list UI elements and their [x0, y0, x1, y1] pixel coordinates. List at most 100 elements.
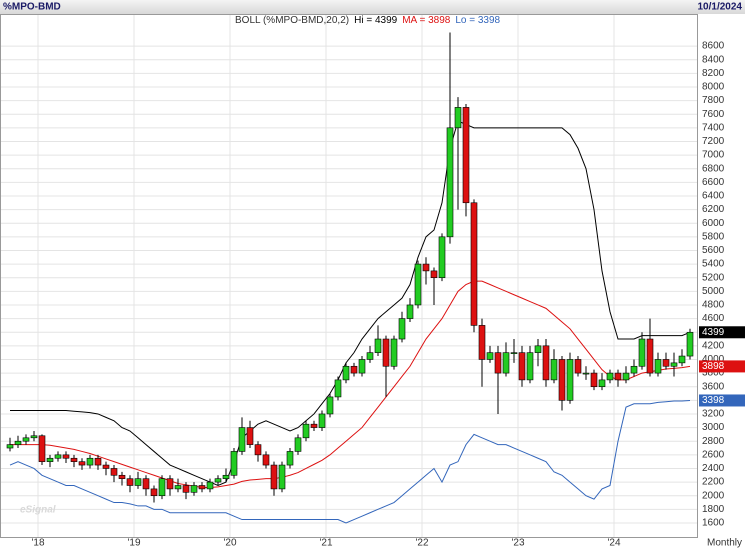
candle-body [598, 379, 606, 388]
y-tick-label: 6800 [702, 163, 725, 174]
candle-body [206, 481, 214, 490]
candle-body [54, 454, 62, 459]
candle-body [518, 352, 526, 381]
candle-body [22, 437, 30, 442]
y-tick-label: 2400 [702, 463, 725, 474]
marks [6, 32, 694, 524]
y-tick-label: 3000 [702, 422, 725, 433]
y-tick-label: 5200 [702, 272, 725, 283]
y-tick-label: 2600 [702, 449, 725, 460]
candle-body [78, 461, 86, 466]
legend-text: MA [402, 15, 417, 26]
candle-body [134, 478, 142, 486]
candle-body [190, 485, 198, 493]
candle-body [334, 379, 342, 398]
y-tick-label: 6600 [702, 177, 725, 188]
candle-body [70, 457, 78, 462]
candle-body [470, 202, 478, 326]
x-tick-label: '20 [223, 538, 236, 549]
candle-body [502, 352, 510, 374]
candle-body [406, 304, 414, 319]
y-tick-label: 8600 [702, 41, 725, 52]
candle-body [110, 468, 118, 476]
candle-body [14, 440, 22, 445]
candle-body [62, 454, 70, 459]
candle-body [286, 451, 294, 466]
candle-body [310, 423, 318, 428]
candle-body [390, 338, 398, 367]
candle-body [526, 352, 534, 381]
y-tick-label: 2200 [702, 477, 725, 488]
candle-body [630, 365, 638, 374]
candle-body [270, 464, 278, 490]
candle-body [654, 359, 662, 374]
y-tick-label: 5600 [702, 245, 725, 256]
legend-text: = [466, 15, 477, 26]
y-tick-label: 7200 [702, 136, 725, 147]
candle-body [558, 359, 566, 401]
x-tick-label: '22 [415, 538, 428, 549]
candle-body [278, 464, 286, 490]
x-tick-label: '23 [511, 538, 524, 549]
candle-body [430, 270, 438, 279]
candle-body [534, 345, 542, 353]
candle-body [550, 359, 558, 381]
candle-body [342, 365, 350, 381]
candle-body [606, 372, 614, 381]
candle-body [6, 444, 14, 449]
y-tick-label: 6000 [702, 218, 725, 229]
candle-body [46, 457, 54, 462]
candle-body [302, 423, 310, 439]
y-tick-label: 5400 [702, 259, 725, 270]
watermark: eSignal [20, 505, 56, 516]
candle-body [254, 444, 262, 456]
badge-box [699, 394, 745, 407]
candle-body [646, 338, 654, 374]
symbol: %MPO-BMD [3, 2, 61, 13]
candle-body [382, 338, 390, 367]
candle-body [414, 263, 422, 306]
candle-body [230, 451, 238, 476]
candle-body [494, 352, 502, 374]
legend-text: = [364, 15, 375, 26]
candle-body [30, 435, 38, 439]
y-tick-label: 7800 [702, 95, 725, 106]
badge-box [699, 360, 745, 373]
candle-body [94, 457, 102, 466]
legend-text: 3898 [428, 15, 451, 26]
y-tick-label: 5800 [702, 231, 725, 242]
badge-box [699, 326, 745, 339]
candle-body [150, 488, 158, 497]
y-tick-label: 3800 [702, 368, 725, 379]
candle-body [38, 435, 46, 462]
x-tick-label: '18 [31, 538, 44, 549]
badge-label: 4399 [702, 327, 725, 338]
x-axis-label: Monthly [707, 538, 742, 549]
candle-body [438, 236, 446, 279]
candle-body [638, 338, 646, 367]
candle-body [566, 359, 574, 401]
candle-body [214, 478, 222, 483]
date: 10/1/2024 [698, 2, 743, 13]
candle-body [198, 485, 206, 490]
candle-body [422, 263, 430, 272]
y-tick-label: 7600 [702, 109, 725, 120]
y-tick-label: 2000 [702, 490, 725, 501]
legend-text: Hi [354, 15, 363, 26]
badge-label: 3398 [702, 395, 725, 406]
candle-body [446, 127, 454, 238]
y-tick-label: 1800 [702, 504, 725, 515]
candle-body [86, 457, 94, 466]
y-tick-label: 3600 [702, 381, 725, 392]
x-tick-label: '21 [319, 538, 332, 549]
candle-body [366, 352, 374, 360]
y-tick-label: 1600 [702, 518, 725, 529]
candle-body [670, 362, 678, 367]
candle-body [222, 474, 230, 479]
plot-area [0, 14, 698, 538]
grid: 1600180020002200240026002800300032003400… [1, 15, 725, 549]
candle-body [126, 478, 134, 486]
y-tick-label: 7000 [702, 150, 725, 161]
candle-body [398, 318, 406, 340]
